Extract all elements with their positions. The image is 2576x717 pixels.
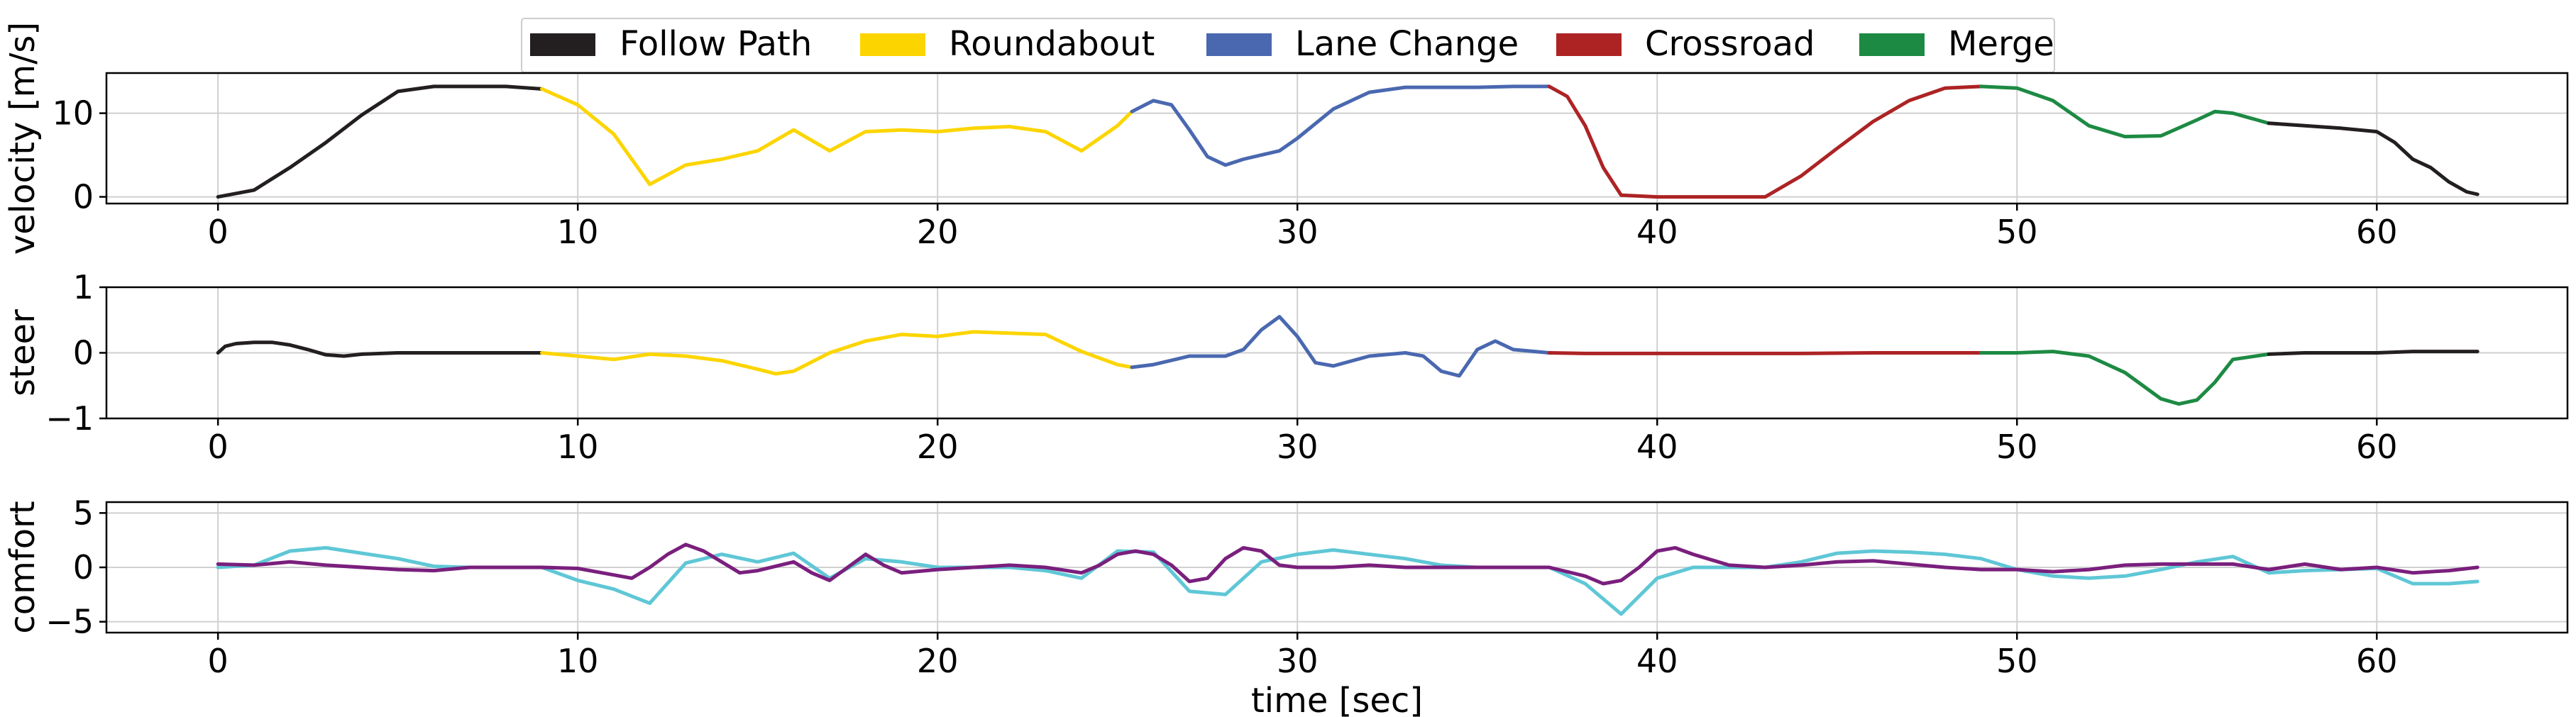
legend-label-crossroad: Crossroad xyxy=(1645,24,1815,64)
legend-label-roundabout: Roundabout xyxy=(949,24,1155,64)
velocity-x-tick-label-40: 40 xyxy=(1636,213,1678,251)
comfort-x-tick-label-0: 0 xyxy=(208,642,229,680)
velocity-series-group xyxy=(216,84,2479,199)
steer-ylabel: steer xyxy=(3,309,43,396)
velocity-line-merge-4 xyxy=(1979,84,2271,139)
velocity-axes-frame xyxy=(105,72,2569,205)
legend-entry-crossroad: Crossroad xyxy=(1556,24,1815,64)
comfort-y-tick-label--5: −5 xyxy=(45,603,94,641)
velocity-x-tick-label-20: 20 xyxy=(917,213,959,251)
steer-line-roundabout-1 xyxy=(540,330,1134,376)
comfort-x-tick-label-10: 10 xyxy=(557,642,599,680)
steer-y-tick-label-0: 0 xyxy=(73,334,94,372)
steer-line-follow-path-0 xyxy=(216,340,544,358)
steer-x-tick-label-0: 0 xyxy=(208,428,229,466)
steer-line-merge-4 xyxy=(1979,350,2271,406)
legend-label-follow-path: Follow Path xyxy=(620,24,812,64)
comfort-series-group xyxy=(216,543,2479,616)
comfort-line-series-0-0 xyxy=(216,545,2479,616)
velocity-x-tick-label-30: 30 xyxy=(1277,213,1319,251)
steer-x-tick-label-40: 40 xyxy=(1636,428,1678,466)
velocity-x-tick-label-60: 60 xyxy=(2356,213,2398,251)
velocity-line-lane-change-2 xyxy=(1130,84,1551,167)
velocity-line-crossroad-3 xyxy=(1547,84,1983,199)
comfort-x-tick-label-40: 40 xyxy=(1636,642,1678,680)
velocity-line-roundabout-1 xyxy=(540,87,1134,187)
comfort-x-tick-label-60: 60 xyxy=(2356,642,2398,680)
legend-label-merge: Merge xyxy=(1948,24,2054,64)
comfort-y-tick-label-0: 0 xyxy=(73,548,94,587)
comfort-panel: 0 10 20 30 40 50 60 −5 0 5 comfort time [sec] xyxy=(3,494,2569,717)
comfort-line-series-1-1 xyxy=(216,543,2479,586)
legend-swatch-merge xyxy=(1859,33,1925,56)
comfort-xlabel: time [sec] xyxy=(1251,681,1423,717)
legend-swatch-roundabout xyxy=(860,33,925,56)
steer-x-tick-label-50: 50 xyxy=(1996,428,2038,466)
steer-panel: 0 10 20 30 40 50 60 −1 0 1 steer xyxy=(3,268,2569,466)
steer-line-follow-path-5 xyxy=(2267,350,2479,356)
velocity-y-tick-label-10: 10 xyxy=(52,94,94,133)
steer-line-lane-change-2 xyxy=(1130,315,1551,378)
comfort-x-tick-label-50: 50 xyxy=(1996,642,2038,680)
legend-label-lane-change: Lane Change xyxy=(1295,24,1519,64)
velocity-line-follow-path-5 xyxy=(2267,121,2479,196)
steer-x-tick-label-30: 30 xyxy=(1277,428,1319,466)
velocity-x-tick-label-0: 0 xyxy=(208,213,229,251)
legend-entry-follow-path: Follow Path xyxy=(530,24,812,64)
legend: Follow Path Roundabout Lane Change Cross… xyxy=(521,18,2055,73)
legend-swatch-follow-path xyxy=(530,33,595,56)
comfort-x-tick-label-20: 20 xyxy=(917,642,959,680)
legend-swatch-lane-change xyxy=(1206,33,1272,56)
steer-series-group xyxy=(216,315,2479,406)
velocity-x-tick-label-50: 50 xyxy=(1996,213,2038,251)
velocity-ylabel: velocity [m/s] xyxy=(3,22,43,255)
steer-line-crossroad-3 xyxy=(1547,351,1983,355)
comfort-y-tick-label-5: 5 xyxy=(73,494,94,532)
legend-swatch-crossroad xyxy=(1556,33,1622,56)
legend-entry-merge: Merge xyxy=(1859,24,2054,64)
steer-x-tick-label-10: 10 xyxy=(557,428,599,466)
comfort-ylabel: comfort xyxy=(3,501,43,633)
steer-x-tick-label-20: 20 xyxy=(917,428,959,466)
steer-x-tick-label-60: 60 xyxy=(2356,428,2398,466)
comfort-x-tick-label-30: 30 xyxy=(1277,642,1319,680)
legend-entry-lane-change: Lane Change xyxy=(1206,24,1519,64)
velocity-x-tick-label-10: 10 xyxy=(557,213,599,251)
velocity-y-tick-label-0: 0 xyxy=(73,178,94,216)
velocity-line-follow-path-0 xyxy=(216,84,544,199)
steer-y-tick-label--1: −1 xyxy=(45,399,94,438)
legend-entry-roundabout: Roundabout xyxy=(860,24,1155,64)
steer-y-tick-label-1: 1 xyxy=(73,268,94,306)
